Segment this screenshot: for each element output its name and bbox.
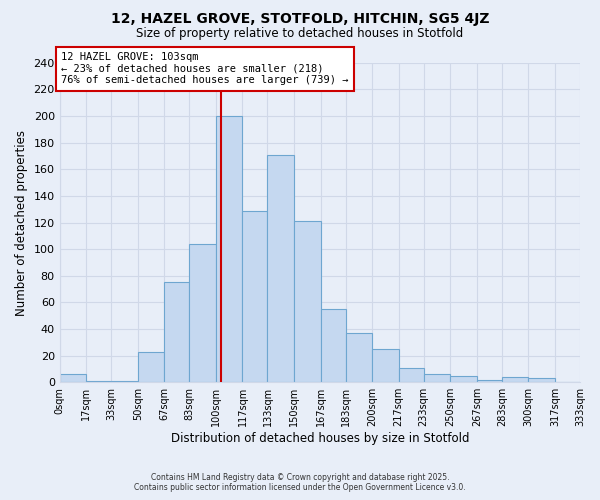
Bar bbox=[164, 282, 190, 382]
Bar bbox=[451, 376, 477, 382]
Bar bbox=[268, 154, 294, 382]
Bar bbox=[320, 309, 346, 382]
Bar bbox=[216, 116, 242, 382]
Bar bbox=[111, 381, 138, 382]
Bar bbox=[138, 352, 164, 382]
Text: Size of property relative to detached houses in Stotfold: Size of property relative to detached ho… bbox=[136, 28, 464, 40]
Bar bbox=[399, 368, 424, 382]
Y-axis label: Number of detached properties: Number of detached properties bbox=[15, 130, 28, 316]
Text: Contains HM Land Registry data © Crown copyright and database right 2025.
Contai: Contains HM Land Registry data © Crown c… bbox=[134, 473, 466, 492]
Text: 12, HAZEL GROVE, STOTFOLD, HITCHIN, SG5 4JZ: 12, HAZEL GROVE, STOTFOLD, HITCHIN, SG5 … bbox=[111, 12, 489, 26]
Bar bbox=[529, 378, 555, 382]
Text: 12 HAZEL GROVE: 103sqm
← 23% of detached houses are smaller (218)
76% of semi-de: 12 HAZEL GROVE: 103sqm ← 23% of detached… bbox=[61, 52, 349, 86]
Bar bbox=[86, 381, 111, 382]
Bar bbox=[477, 380, 502, 382]
Bar bbox=[372, 349, 399, 382]
Bar bbox=[59, 374, 86, 382]
Bar bbox=[242, 210, 268, 382]
Bar bbox=[424, 374, 451, 382]
Bar bbox=[346, 333, 372, 382]
X-axis label: Distribution of detached houses by size in Stotfold: Distribution of detached houses by size … bbox=[170, 432, 469, 445]
Bar bbox=[294, 221, 320, 382]
Bar bbox=[190, 244, 216, 382]
Bar bbox=[502, 377, 529, 382]
